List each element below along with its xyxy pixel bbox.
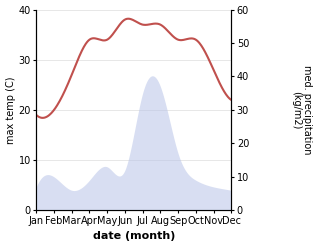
Y-axis label: max temp (C): max temp (C) — [5, 76, 16, 144]
Y-axis label: med. precipitation
(kg/m2): med. precipitation (kg/m2) — [291, 65, 313, 155]
X-axis label: date (month): date (month) — [93, 231, 175, 242]
